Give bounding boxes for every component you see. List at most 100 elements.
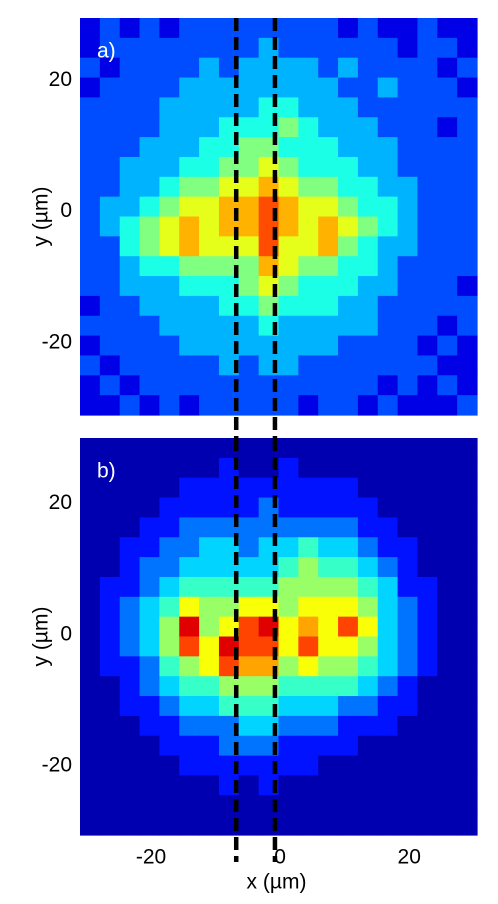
heat-cell (199, 457, 220, 479)
heat-cell (199, 57, 220, 79)
heat-cell (298, 295, 319, 317)
heat-cell (199, 795, 220, 816)
heat-cell (99, 755, 121, 777)
heat-cell (179, 497, 200, 518)
heat-cell (199, 517, 220, 538)
heat-cell (298, 395, 319, 416)
heat-cell (119, 176, 141, 198)
heat-cell (199, 176, 220, 198)
heat-cell (318, 477, 339, 499)
heat-cell (99, 497, 121, 518)
heat-cell (457, 57, 478, 79)
heat-cell (80, 517, 101, 538)
heat-cell (417, 196, 438, 218)
heat-cell (119, 375, 141, 396)
heat-cell (199, 755, 220, 777)
heat-cell (417, 77, 438, 98)
heat-cell (238, 636, 260, 657)
heat-cell (238, 537, 260, 558)
heat-cell (377, 795, 399, 816)
heat-cell (338, 795, 359, 816)
heat-cell (238, 715, 260, 737)
heat-cell (99, 236, 121, 257)
heat-cell (99, 636, 121, 657)
heat-cell (179, 596, 200, 618)
heat-cell (298, 735, 319, 757)
heat-cell (377, 375, 399, 396)
heat-cell (80, 37, 101, 59)
heat-cell (199, 735, 220, 757)
heat-cell (238, 616, 260, 638)
heat-cell (139, 176, 160, 198)
heat-cell (298, 137, 319, 158)
heat-cell (357, 395, 379, 416)
heat-cell (417, 295, 438, 317)
heat-cell (99, 775, 121, 796)
heat-cell (278, 97, 299, 118)
heat-cell (298, 236, 319, 257)
heat-cell (457, 457, 478, 479)
heat-cell (139, 156, 160, 178)
heat-cell (298, 18, 319, 39)
heat-cell (357, 315, 379, 337)
heat-cell (357, 815, 379, 836)
heat-cell (278, 18, 299, 39)
heat-cell (357, 696, 379, 717)
heat-cell (397, 497, 419, 518)
heat-cell (397, 137, 419, 158)
heat-cell (397, 457, 419, 479)
heat-cell (437, 557, 458, 578)
heat-cell (159, 176, 180, 198)
heat-cell (417, 517, 438, 538)
heat-cell (298, 355, 319, 376)
heat-cell (298, 315, 319, 337)
heat-cell (437, 216, 458, 237)
heat-cell (99, 517, 121, 538)
heat-cell (437, 676, 458, 697)
heat-cell (238, 775, 260, 796)
heat-cell (179, 517, 200, 538)
heat-cell (357, 18, 379, 39)
heat-cell (417, 557, 438, 578)
heat-cell (159, 256, 180, 277)
heat-cell (298, 616, 319, 638)
heat-cell (377, 596, 399, 618)
heat-cell (99, 315, 121, 337)
heat-cell (80, 196, 101, 218)
heat-cell (238, 156, 260, 178)
heat-cell (199, 18, 220, 39)
heat-cell (338, 616, 359, 638)
heat-cell (179, 176, 200, 198)
heat-cell (417, 616, 438, 638)
heat-cell (159, 438, 180, 459)
heat-cell (338, 676, 359, 697)
heat-cell (179, 236, 200, 257)
heat-cell (179, 276, 200, 297)
heat-cell (377, 616, 399, 638)
heat-cell (278, 438, 299, 459)
heat-cell (80, 18, 101, 39)
heat-cell (80, 656, 101, 677)
heat-cell (80, 795, 101, 816)
heat-cell (338, 37, 359, 59)
heat-cell (278, 676, 299, 697)
heat-cell (119, 57, 141, 79)
heat-cell (437, 276, 458, 297)
heat-cell (139, 815, 160, 836)
heat-cell (397, 477, 419, 499)
heat-cell (119, 636, 141, 657)
heat-cell (80, 477, 101, 499)
heat-cell (159, 775, 180, 796)
heat-cell (139, 715, 160, 737)
heat-cell (80, 497, 101, 518)
heat-cell (238, 355, 260, 376)
heat-cell (99, 276, 121, 297)
heat-cell (119, 276, 141, 297)
heat-cell (437, 735, 458, 757)
heat-cell (119, 395, 141, 416)
heat-cell (338, 477, 359, 499)
heat-cell (377, 117, 399, 138)
heat-cell (457, 196, 478, 218)
heat-cell (338, 517, 359, 538)
heat-cell (179, 557, 200, 578)
